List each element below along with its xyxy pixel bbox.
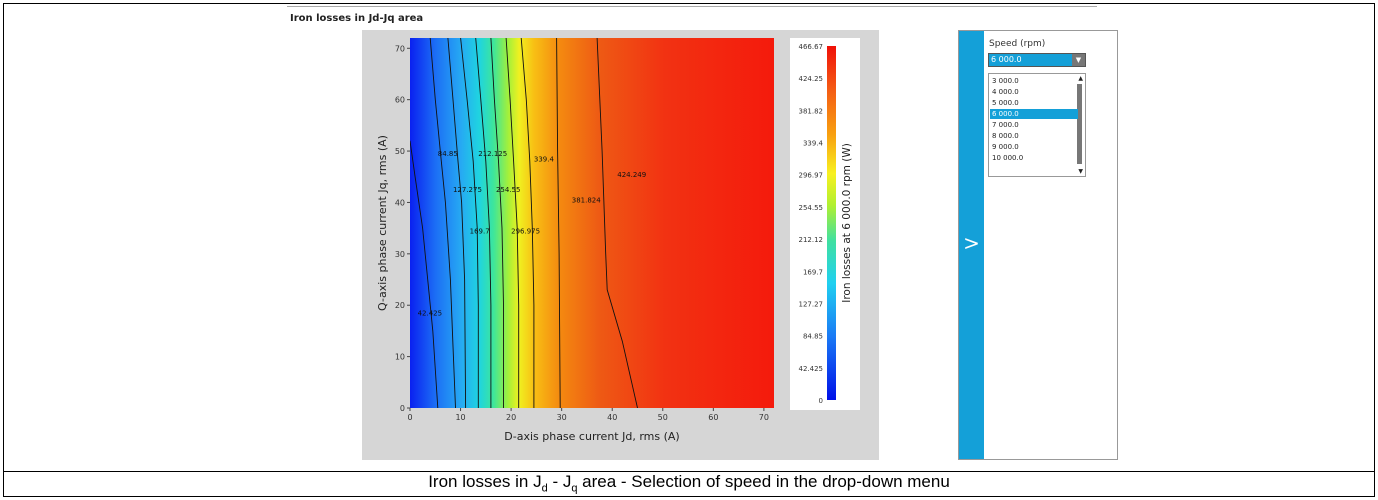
speed-option[interactable]: 3 000.0 (992, 77, 1019, 85)
contour-chart: 42.425 84.85 127.275 169.7 212.125 254.55 296.… (376, 38, 860, 443)
x-tick-label: 60 (708, 413, 718, 422)
contour-label: 254.55 (496, 186, 521, 194)
chart-title: Iron losses in Jd-Jq area (290, 13, 424, 24)
contour-label: 127.275 (453, 186, 482, 194)
colorbar (827, 46, 836, 400)
x-tick-label: 0 (407, 413, 412, 422)
contour-label: 424.249 (617, 171, 646, 179)
x-tick-label: 30 (557, 413, 567, 422)
x-axis-label: D-axis phase current Jd, rms (A) (504, 430, 679, 443)
colorbar-label: Iron losses at 6 000.0 rpm (W) (841, 143, 853, 303)
speed-option[interactable]: 9 000.0 (992, 143, 1019, 151)
speed-option[interactable]: 8 000.0 (992, 132, 1019, 140)
contour-label: 381.824 (572, 196, 601, 204)
speed-option-list[interactable]: ▲ ▼ 3 000.0 4 000.0 5 000.0 6 000.0 7 000.0 8… (988, 73, 1086, 177)
contour-line (447, 38, 467, 408)
colorbar-tick-label: 169.7 (803, 268, 823, 276)
speed-option[interactable]: 6 000.0 (990, 109, 1078, 119)
contour-line (490, 38, 504, 408)
colorbar-panel (790, 38, 860, 410)
panel-expand-bar[interactable]: > (959, 31, 984, 459)
caption-divider (4, 471, 1374, 472)
colorbar-tick-label: 424.25 (799, 75, 824, 83)
speed-option[interactable]: 5 000.0 (992, 99, 1019, 107)
contour-label: 296.975 (511, 227, 540, 235)
speed-label: Speed (rpm) (989, 39, 1046, 49)
colorbar-tick-label: 339.4 (803, 140, 824, 148)
figure-caption: Iron losses in Jd - Jq area - Selection … (428, 472, 950, 495)
speed-dropdown[interactable]: 6 000.0 ▼ (988, 53, 1086, 67)
x-tick-label: 40 (607, 413, 617, 422)
colorbar-tick-label: 466.67 (799, 43, 824, 51)
figure-frame (3, 3, 1375, 497)
colorbar-tick-label: 254.55 (799, 204, 824, 212)
contour-line (460, 38, 479, 408)
scrollbar-thumb[interactable] (1077, 84, 1082, 164)
contour-line (556, 38, 561, 408)
speed-option[interactable]: 4 000.0 (992, 88, 1019, 96)
colorbar-tick-label: 296.97 (799, 172, 824, 180)
y-tick-label: 60 (395, 96, 405, 105)
y-tick-label: 0 (400, 404, 405, 413)
x-tick-label: 70 (759, 413, 769, 422)
colorbar-tick-label: 381.82 (799, 107, 824, 115)
contour-label: 339.4 (534, 155, 555, 163)
y-tick-label: 50 (395, 147, 405, 156)
speed-option[interactable]: 10 000.0 (992, 154, 1024, 162)
contour-line (429, 38, 456, 408)
colorbar-tick-label: 127.27 (799, 300, 824, 308)
colorbar-tick-label: 42.425 (799, 365, 824, 373)
chevron-right-icon[interactable]: > (963, 231, 980, 255)
contour-label: 42.425 (418, 310, 442, 318)
contour-line (520, 38, 535, 408)
x-tick-label: 20 (506, 413, 516, 422)
y-tick-label: 30 (395, 250, 405, 259)
speed-option[interactable]: 7 000.0 (992, 121, 1019, 129)
contour-label: 212.125 (478, 150, 507, 158)
header-rule (287, 6, 1097, 7)
x-tick-label: 50 (658, 413, 668, 422)
plot-panel: 42.425 84.85 127.275 169.7 212.125 254.55 296.… (362, 30, 879, 460)
colorbar-tick-label: 212.12 (799, 236, 824, 244)
contour-line (410, 140, 439, 408)
speed-side-panel: > Speed (rpm) 6 000.0 ▼ ▲ ▼ 3 000.0 4 000… (958, 30, 1118, 460)
contour-line (475, 38, 492, 408)
contour-label: 169.7 (470, 227, 490, 235)
dropdown-arrow-icon[interactable]: ▼ (1072, 54, 1085, 66)
y-tick-label: 70 (395, 44, 405, 53)
y-axis-label: Q-axis phase current Jq, rms (A) (376, 135, 389, 311)
scroll-down-icon[interactable]: ▼ (1078, 168, 1083, 175)
scroll-up-icon[interactable]: ▲ (1078, 75, 1083, 82)
contour-line (505, 38, 520, 408)
y-tick-label: 20 (395, 301, 405, 310)
y-tick-label: 40 (395, 198, 405, 207)
y-tick-label: 10 (395, 353, 405, 362)
contour-label: 84.85 (438, 150, 458, 158)
heatmap-area (410, 38, 774, 408)
colorbar-tick-label: 84.85 (803, 333, 823, 341)
speed-dropdown-value: 6 000.0 (991, 55, 1022, 64)
colorbar-tick-label: 0 (819, 397, 823, 405)
x-tick-label: 10 (455, 413, 465, 422)
contour-line (596, 38, 638, 408)
